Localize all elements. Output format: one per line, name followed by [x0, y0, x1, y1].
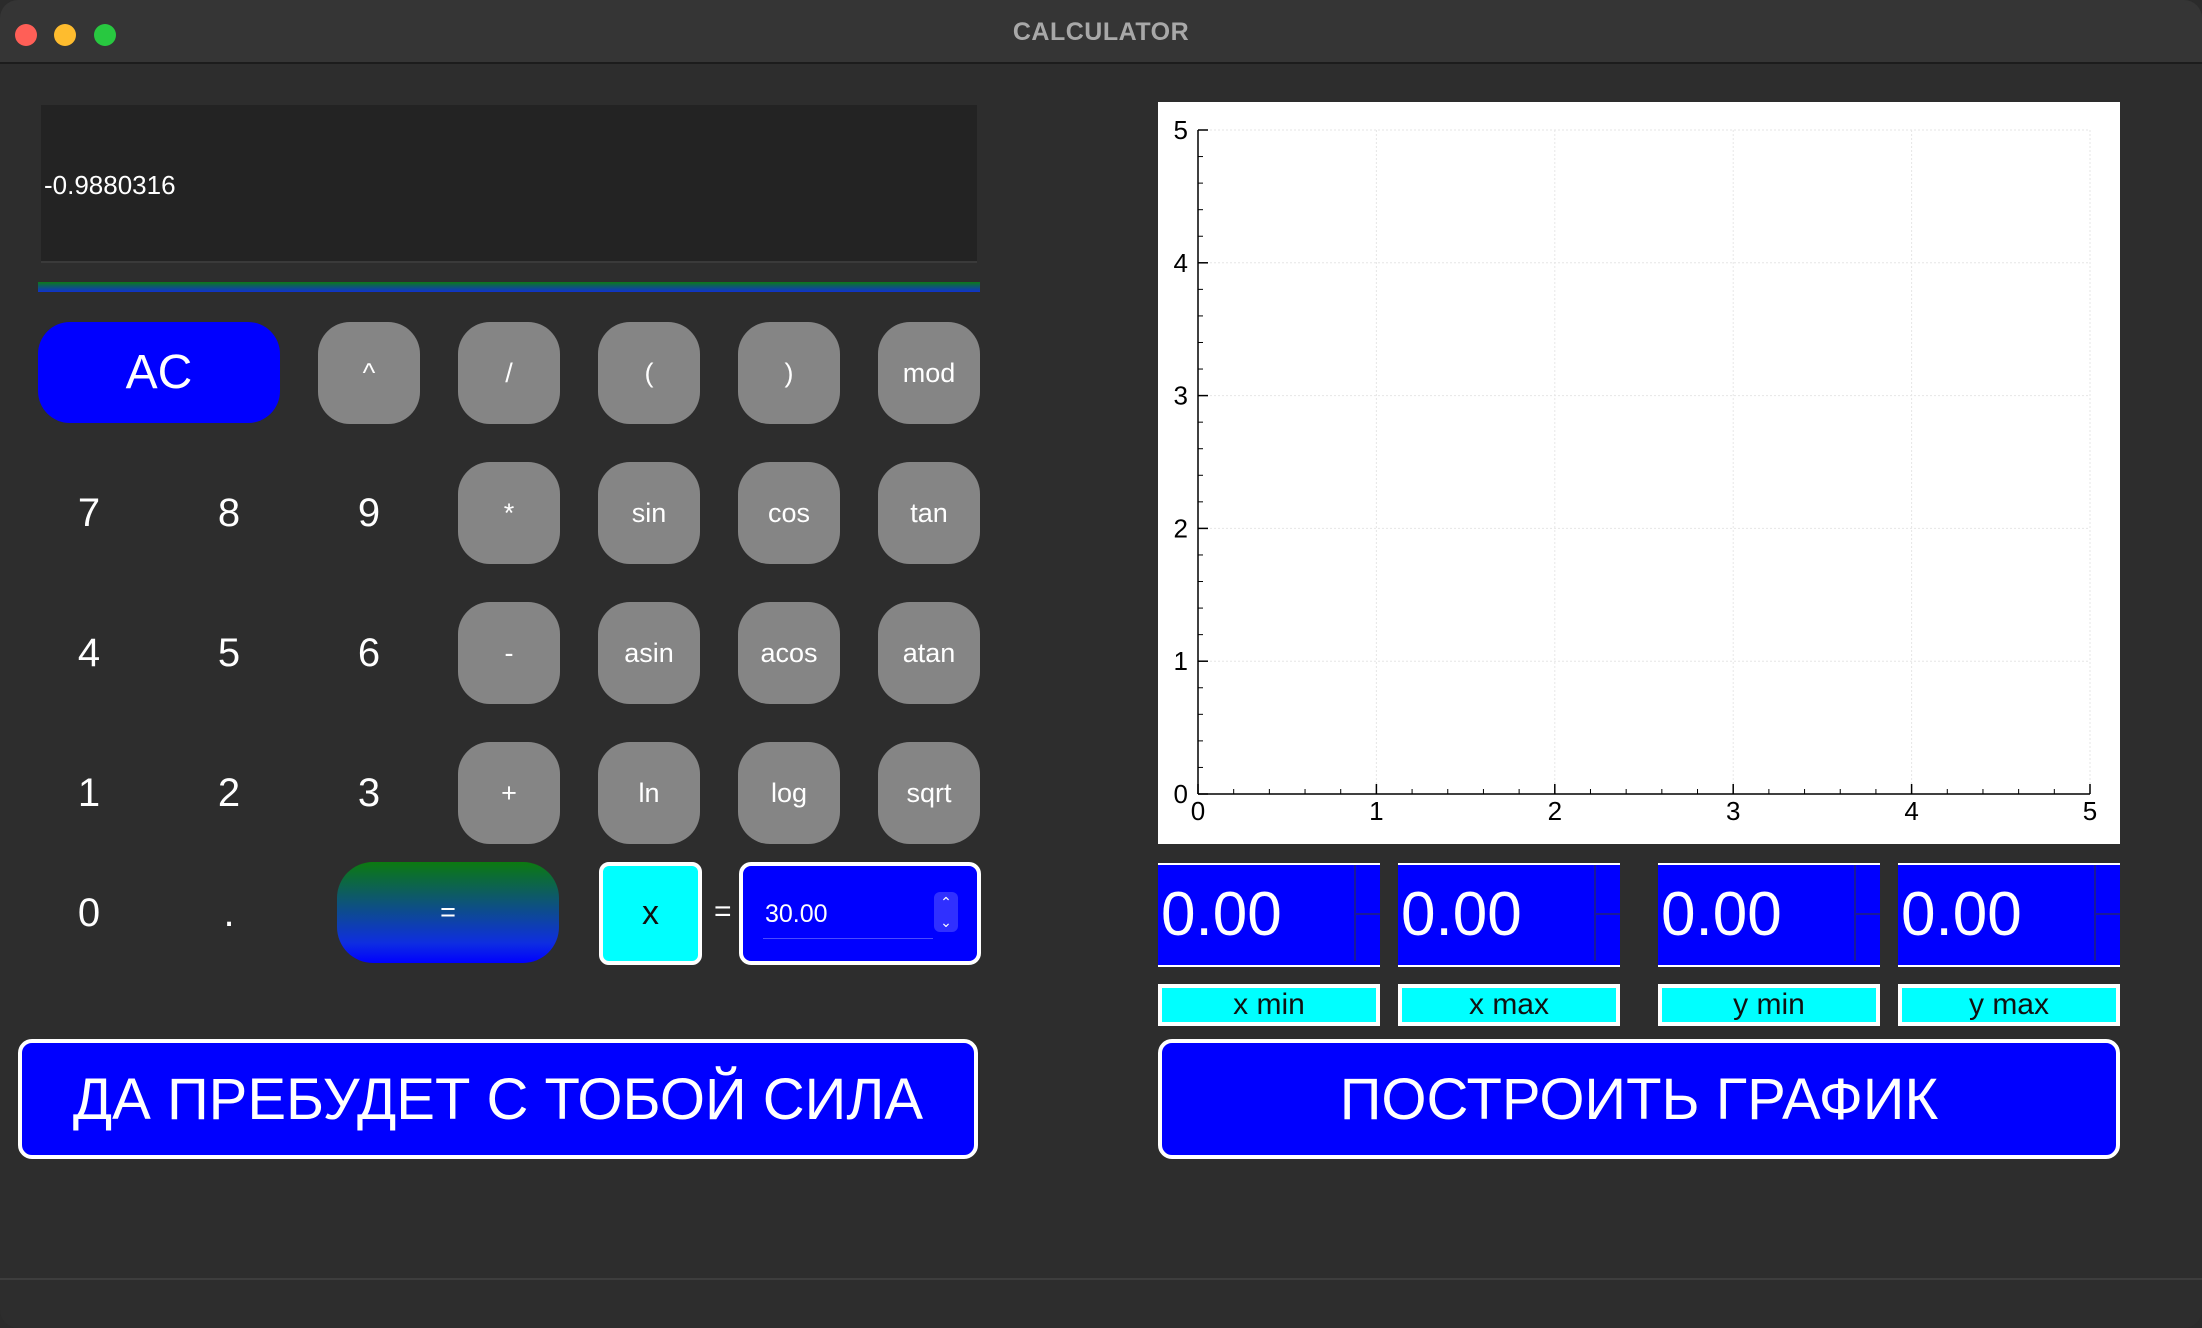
cos-button[interactable]: cos	[738, 462, 840, 564]
y-tick-label: 5	[1174, 115, 1188, 145]
spin-divider	[1854, 913, 1880, 915]
close-paren-button[interactable]: )	[738, 322, 840, 424]
x-tick-label: 1	[1369, 796, 1383, 826]
y-max-label: y max	[1898, 984, 2120, 1026]
power-button[interactable]: ^	[318, 322, 420, 424]
tan-button[interactable]: tan	[878, 462, 980, 564]
x-tick-label: 5	[2083, 796, 2097, 826]
divide-button[interactable]: /	[458, 322, 560, 424]
force-button[interactable]: ДА ПРЕБУДЕТ С ТОБОЙ СИЛА	[18, 1039, 978, 1159]
y-max-value: 0.00	[1901, 880, 2022, 949]
spin-arrows-icon[interactable]: ⌃ ⌄	[934, 892, 958, 932]
plot-chart: 0 1 2 3 4 5 0 1 2 3 4 5	[1174, 115, 2098, 826]
x-value-field[interactable]	[763, 888, 933, 939]
x-max-spinbox[interactable]: 0.00	[1398, 863, 1620, 967]
x-min-label: x min	[1158, 984, 1380, 1026]
variable-x-button[interactable]: x	[599, 862, 702, 965]
x-tick-label: 2	[1548, 796, 1562, 826]
log-button[interactable]: log	[738, 742, 840, 844]
x-max-value: 0.00	[1401, 880, 1522, 949]
y-tick-label: 2	[1174, 513, 1188, 543]
y-min-spinbox[interactable]: 0.00	[1658, 863, 1880, 967]
spin-divider	[1354, 913, 1380, 915]
x-max-label: x max	[1398, 984, 1620, 1026]
digit-4-button[interactable]: 4	[77, 630, 101, 675]
digit-7-button[interactable]: 7	[77, 490, 101, 535]
digit-3-button[interactable]: 3	[357, 770, 381, 815]
x-equals-label: =	[714, 895, 732, 928]
add-button[interactable]: +	[458, 742, 560, 844]
acos-button[interactable]: acos	[738, 602, 840, 704]
y-max-spinbox[interactable]: 0.00	[1898, 863, 2120, 967]
clear-button[interactable]: AC	[38, 322, 280, 423]
x-tick-label: 3	[1726, 796, 1740, 826]
digit-8-button[interactable]: 8	[217, 490, 241, 535]
atan-button[interactable]: atan	[878, 602, 980, 704]
ln-button[interactable]: ln	[598, 742, 700, 844]
y-tick-label: 3	[1174, 381, 1188, 411]
mod-button[interactable]: mod	[878, 322, 980, 424]
minimize-window-button[interactable]	[54, 24, 76, 46]
digit-1-button[interactable]: 1	[77, 770, 101, 815]
equals-button[interactable]: =	[337, 862, 559, 963]
sin-button[interactable]: sin	[598, 462, 700, 564]
open-paren-button[interactable]: (	[598, 322, 700, 424]
y-tick-label: 4	[1174, 248, 1188, 278]
decimal-point-button[interactable]: .	[223, 890, 235, 935]
digit-5-button[interactable]: 5	[217, 630, 241, 675]
status-bar	[0, 1278, 2202, 1328]
plot-graph-button[interactable]: ПОСТРОИТЬ ГРАФИК	[1158, 1039, 2120, 1159]
digit-9-button[interactable]: 9	[357, 490, 381, 535]
progress-bar	[38, 282, 980, 292]
close-window-button[interactable]	[15, 24, 37, 46]
multiply-button[interactable]: *	[458, 462, 560, 564]
y-min-value: 0.00	[1661, 880, 1782, 949]
spin-divider	[2094, 913, 2120, 915]
asin-button[interactable]: asin	[598, 602, 700, 704]
y-tick-label: 0	[1174, 779, 1188, 809]
result-value: -0.9880316	[44, 170, 176, 200]
spin-divider	[1594, 913, 1620, 915]
digit-0-button[interactable]: 0	[77, 890, 101, 935]
x-tick-label: 4	[1904, 796, 1918, 826]
result-display: -0.9880316	[41, 105, 977, 263]
x-min-spinbox[interactable]: 0.00	[1158, 863, 1380, 967]
plot-area: 0 1 2 3 4 5 0 1 2 3 4 5	[1158, 102, 2120, 844]
x-value-text: 30.00	[765, 900, 828, 928]
window-title: CALCULATOR	[1012, 18, 1190, 46]
y-min-label: y min	[1658, 984, 1880, 1026]
x-min-value: 0.00	[1161, 880, 1282, 949]
y-tick-label: 1	[1174, 646, 1188, 676]
x-value-spinbox[interactable]: 30.00 ⌃ ⌄	[739, 862, 981, 965]
x-tick-label: 0	[1191, 796, 1205, 826]
maximize-window-button[interactable]	[94, 24, 116, 46]
subtract-button[interactable]: -	[458, 602, 560, 704]
digit-6-button[interactable]: 6	[357, 630, 381, 675]
digit-2-button[interactable]: 2	[217, 770, 241, 815]
title-bar: CALCULATOR	[0, 0, 2202, 64]
sqrt-button[interactable]: sqrt	[878, 742, 980, 844]
